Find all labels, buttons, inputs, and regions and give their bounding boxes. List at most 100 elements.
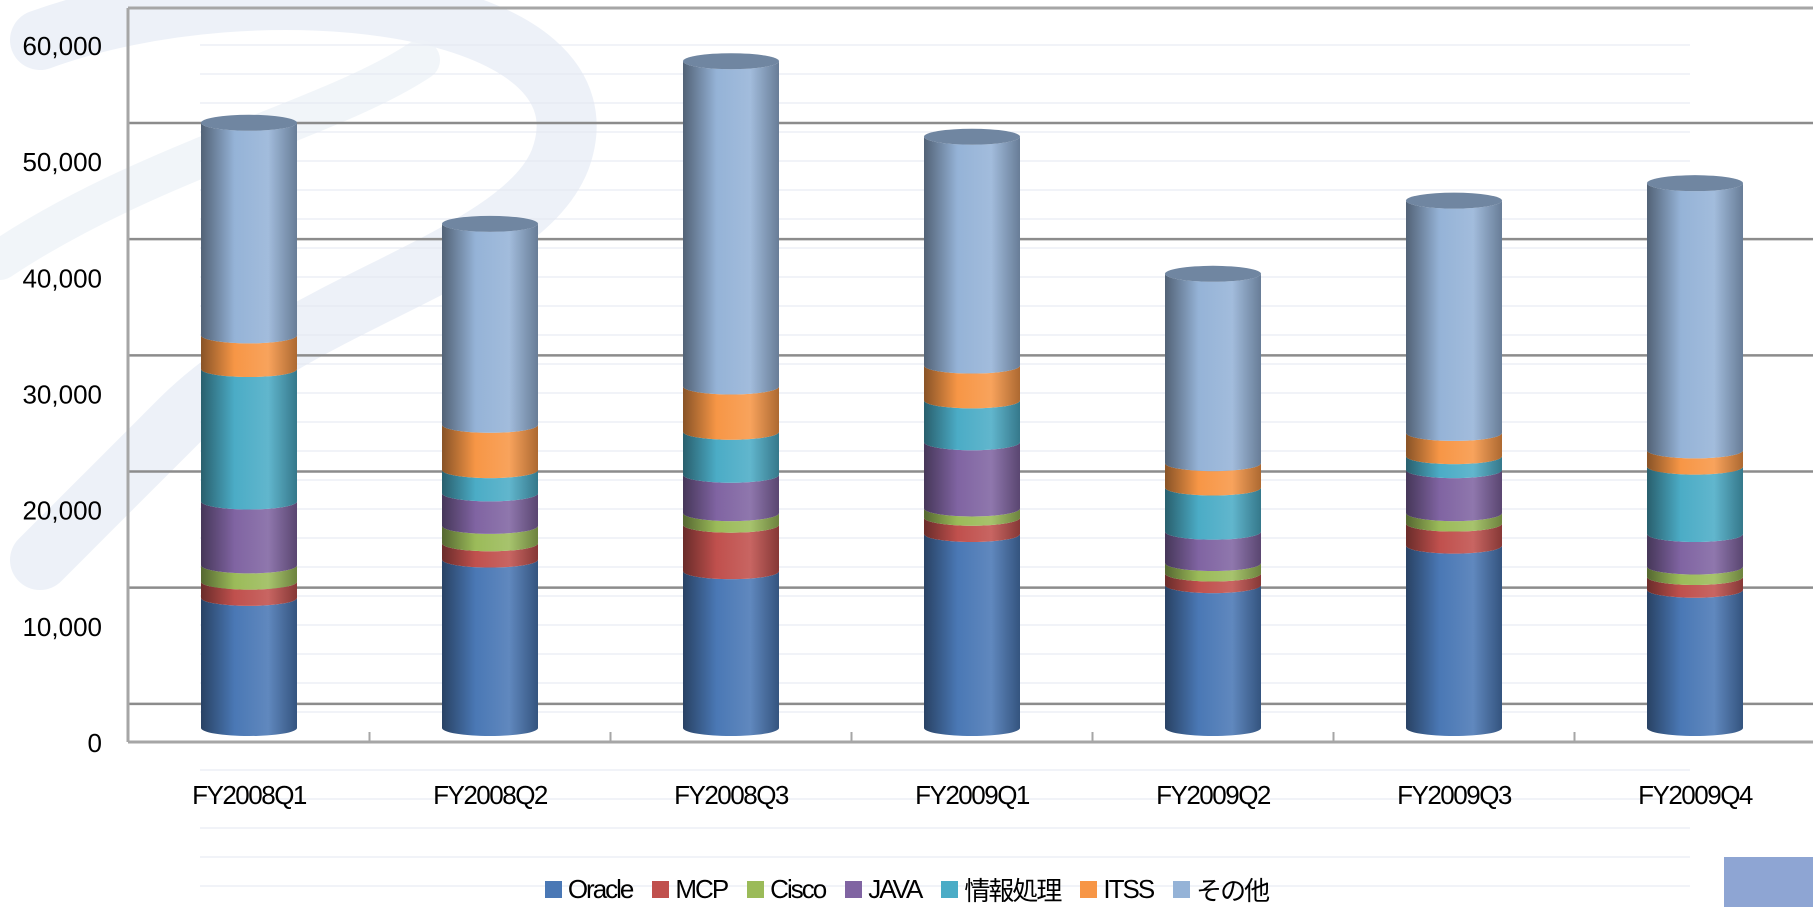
y-tick-label: 50,000 <box>22 147 102 177</box>
legend-item-mcp: MCP <box>652 873 729 905</box>
x-tick-label: FY2009Q1 <box>915 780 1030 810</box>
y-tick-label: 30,000 <box>22 380 102 410</box>
bar-segment-Oracle <box>1165 585 1261 736</box>
legend-label-joho-shori: 情報処理 <box>964 875 1062 906</box>
bar-segment-ITSS <box>924 365 1020 409</box>
bar-top-cap <box>924 128 1020 145</box>
bar-segment-JAVA <box>1165 531 1261 572</box>
legend-label-oracle: Oracle <box>567 873 635 904</box>
bar-stack-FY2009Q4 <box>1647 175 1743 736</box>
bar-segment-Oracle <box>201 597 297 736</box>
bar-segment-Oracle <box>683 571 779 736</box>
bar-stack-FY2008Q3 <box>683 53 779 736</box>
bar-segment-その他 <box>1406 200 1502 441</box>
bar-segment-その他 <box>683 61 779 395</box>
bar-segment-情報処理 <box>201 369 297 510</box>
legend-item-oracle: Oracle <box>544 873 635 905</box>
bar-segment-MCP <box>442 543 538 568</box>
bar-segment-MCP <box>683 524 779 580</box>
legend-swatch-itss <box>1080 880 1098 898</box>
bar-segment-Cisco <box>1406 513 1502 532</box>
bar-segment-情報処理 <box>1165 487 1261 540</box>
bar-segment-JAVA <box>683 474 779 522</box>
legend-item-itss: ITSS <box>1080 873 1155 905</box>
bar-segment-その他 <box>1647 183 1743 459</box>
bar-stack-FY2009Q1 <box>924 128 1020 736</box>
legend-label-cisco: Cisco <box>770 873 827 904</box>
x-tick-label: FY2009Q3 <box>1397 780 1512 810</box>
legend-swatch-joho-shori <box>941 880 959 898</box>
legend-label-sonota: その他 <box>1196 875 1270 906</box>
legend-item-java: JAVA <box>845 873 923 905</box>
bar-segment-Cisco <box>201 565 297 590</box>
legend-swatch-java <box>845 880 863 898</box>
legend-label-itss: ITSS <box>1103 873 1155 904</box>
bar-segment-Oracle <box>1647 589 1743 736</box>
bar-segment-ITSS <box>201 335 297 378</box>
bar-segment-ITSS <box>683 386 779 440</box>
bar-segment-MCP <box>1647 576 1743 598</box>
bar-segment-Cisco <box>1647 566 1743 585</box>
chart-legend: Oracle MCP Cisco JAVA 情報処理 ITSS その他 <box>0 872 1813 906</box>
bar-segment-JAVA <box>442 493 538 534</box>
bar-segment-Cisco <box>683 513 779 533</box>
bar-segment-その他 <box>442 223 538 433</box>
bar-top-cap <box>442 215 538 232</box>
bar-segment-ITSS <box>1165 463 1261 496</box>
bar-segment-Oracle <box>442 559 538 736</box>
legend-swatch-mcp <box>652 880 670 898</box>
y-tick-label: 60,000 <box>22 31 102 61</box>
y-tick-label: 20,000 <box>22 496 102 526</box>
bar-top-cap <box>201 114 297 131</box>
bar-segment-MCP <box>201 581 297 606</box>
legend-item-cisco: Cisco <box>747 873 827 905</box>
bar-segment-JAVA <box>201 501 297 574</box>
bar-segment-ITSS <box>1647 450 1743 475</box>
bar-segment-JAVA <box>1406 470 1502 522</box>
corner-decoration <box>1724 857 1813 907</box>
bar-top-cap <box>1406 192 1502 209</box>
legend-label-java: JAVA <box>868 873 923 904</box>
y-tick-label: 0 <box>88 728 102 758</box>
legend-swatch-oracle <box>544 880 562 898</box>
y-tick-label: 10,000 <box>22 612 102 642</box>
bar-stack-FY2009Q2 <box>1165 265 1261 736</box>
legend-swatch-sonota <box>1173 880 1191 898</box>
bar-segment-MCP <box>924 517 1020 543</box>
bar-segment-その他 <box>201 122 297 344</box>
x-tick-label: FY2008Q2 <box>433 780 548 810</box>
bar-segment-情報処理 <box>924 400 1020 451</box>
bar-segment-MCP <box>1406 523 1502 554</box>
bar-segment-情報処理 <box>1406 456 1502 479</box>
bar-segment-JAVA <box>1647 534 1743 575</box>
bar-segment-情報処理 <box>1647 466 1743 543</box>
bar-segment-情報処理 <box>442 470 538 502</box>
bar-segment-Cisco <box>1165 563 1261 582</box>
bar-segment-Cisco <box>924 508 1020 526</box>
bar-segment-Oracle <box>924 534 1020 736</box>
bar-top-cap <box>1165 265 1261 282</box>
legend-item-joho-shori: 情報処理 <box>941 871 1062 908</box>
x-tick-label: FY2008Q1 <box>192 780 307 810</box>
bar-stack-FY2009Q3 <box>1406 192 1502 736</box>
bar-segment-MCP <box>1165 573 1261 594</box>
bar-segment-その他 <box>924 136 1020 374</box>
x-tick-label: FY2009Q2 <box>1156 780 1271 810</box>
legend-item-sonota: その他 <box>1173 871 1270 908</box>
bar-top-cap <box>683 53 779 70</box>
bar-segment-Cisco <box>442 525 538 552</box>
bar-stack-FY2008Q1 <box>201 114 297 736</box>
bar-segment-Oracle <box>1406 545 1502 736</box>
bar-stack-FY2008Q2 <box>442 215 538 736</box>
bar-segment-ITSS <box>442 424 538 479</box>
bar-segment-その他 <box>1165 273 1261 472</box>
bar-segment-情報処理 <box>683 431 779 483</box>
legend-label-mcp: MCP <box>675 873 729 904</box>
bar-segment-JAVA <box>924 442 1020 517</box>
y-tick-label: 40,000 <box>22 263 102 293</box>
legend-swatch-cisco <box>747 880 765 898</box>
x-tick-label: FY2009Q4 <box>1638 780 1753 810</box>
x-tick-label: FY2008Q3 <box>674 780 789 810</box>
